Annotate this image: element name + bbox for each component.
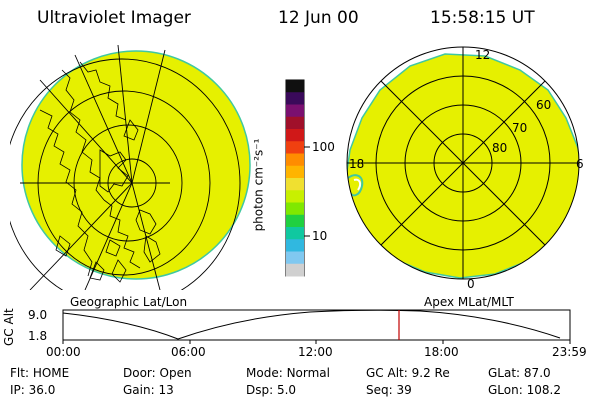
altitude-timeline	[62, 309, 571, 344]
color-bar-segment	[286, 251, 304, 265]
xtick-1: 06:00	[171, 345, 206, 359]
color-bar-segment	[286, 178, 304, 191]
gcalt-field: GC Alt: 9.2 Re	[366, 366, 450, 380]
color-bar-segment	[286, 92, 304, 105]
mlat-label-80: 80	[492, 141, 508, 155]
color-bar-segment	[286, 153, 304, 167]
left-map-caption: Geographic Lat/Lon	[70, 295, 188, 309]
color-bar-segment	[286, 141, 304, 154]
gain-value: 13	[158, 383, 174, 397]
instrument-title: Ultraviolet Imager	[37, 8, 191, 28]
coastlines	[39, 61, 161, 283]
mlt-label-0: 0	[467, 277, 475, 291]
mlt-label-6: 6	[576, 157, 584, 171]
altitude-curve	[62, 309, 561, 340]
glon-value: 108.2	[526, 383, 561, 397]
flt-value: HOME	[32, 366, 70, 380]
flt-field: Flt: HOME	[10, 366, 69, 380]
ip-field: IP: 36.0	[10, 383, 55, 397]
cbar-unit-label: photon cm⁻²s⁻¹	[251, 138, 266, 232]
color-bar-segment	[286, 190, 304, 203]
apex-polar-plot	[346, 46, 580, 280]
gcalt-label: GC Alt:	[366, 366, 408, 380]
gain-field: Gain: 13	[123, 383, 174, 397]
xtick-2: 12:00	[298, 345, 333, 359]
dsp-label: Dsp:	[246, 383, 274, 397]
seq-label: Seq:	[366, 383, 393, 397]
geographic-map	[10, 44, 251, 290]
date-label: 12 Jun 00	[278, 8, 359, 28]
timeline-ylabel: GC Alt	[2, 308, 16, 346]
color-bar-segment	[286, 104, 304, 118]
glat-label: GLat:	[488, 366, 521, 380]
right-map-caption: Apex MLat/MLT	[424, 295, 514, 309]
color-bar-segments	[286, 80, 304, 277]
mode-field: Mode: Normal	[246, 366, 330, 380]
door-label: Door:	[123, 366, 156, 380]
xtick-4: 23:59	[552, 345, 587, 359]
mlat-label-60: 60	[536, 98, 552, 112]
seq-value: 39	[396, 383, 412, 397]
cbar-label-100: 100	[312, 140, 335, 154]
arc-feature	[347, 174, 364, 197]
color-bar-segment	[286, 129, 304, 142]
color-bar-segment	[286, 116, 304, 130]
ip-value: 36.0	[28, 383, 56, 397]
cbar-label-10: 10	[312, 229, 328, 243]
color-bar-segment	[286, 263, 304, 277]
mlt-label-12: 12	[475, 48, 491, 62]
mode-value: Normal	[286, 366, 330, 380]
color-bar-segment	[286, 202, 304, 216]
gain-label: Gain:	[123, 383, 155, 397]
door-value: Open	[159, 366, 192, 380]
mlt-spokes	[347, 47, 579, 279]
color-bar	[285, 79, 310, 277]
glat-field: GLat: 87.0	[488, 366, 551, 380]
xtick-0: 00:00	[46, 345, 81, 359]
dsp-field: Dsp: 5.0	[246, 383, 296, 397]
timeline-frame	[62, 309, 571, 341]
ytick-high: 9.0	[28, 308, 48, 322]
glon-label: GLon:	[488, 383, 523, 397]
time-label: 15:58:15 UT	[430, 8, 535, 28]
mlt-label-18: 18	[349, 157, 365, 171]
mode-label: Mode:	[246, 366, 283, 380]
door-field: Door: Open	[123, 366, 192, 380]
glat-value: 87.0	[523, 366, 551, 380]
dsp-value: 5.0	[276, 383, 297, 397]
xtick-3: 18:00	[424, 345, 459, 359]
color-bar-segment	[286, 239, 304, 252]
color-bar-segment	[286, 214, 304, 228]
gcalt-value: 9.2 Re	[411, 366, 450, 380]
ytick-low: 1.8	[28, 329, 48, 343]
left-image-disk	[21, 50, 251, 280]
color-bar-segment	[286, 80, 304, 93]
flt-label: Flt:	[10, 366, 29, 380]
lat-lon-grid	[10, 44, 241, 290]
color-bar-segment	[286, 227, 304, 240]
seq-field: Seq: 39	[366, 383, 412, 397]
color-bar-segment	[286, 165, 304, 179]
ip-label: IP:	[10, 383, 25, 397]
arc-gap	[353, 178, 362, 191]
glon-field: GLon: 108.2	[488, 383, 561, 397]
mlat-label-70: 70	[512, 121, 528, 135]
